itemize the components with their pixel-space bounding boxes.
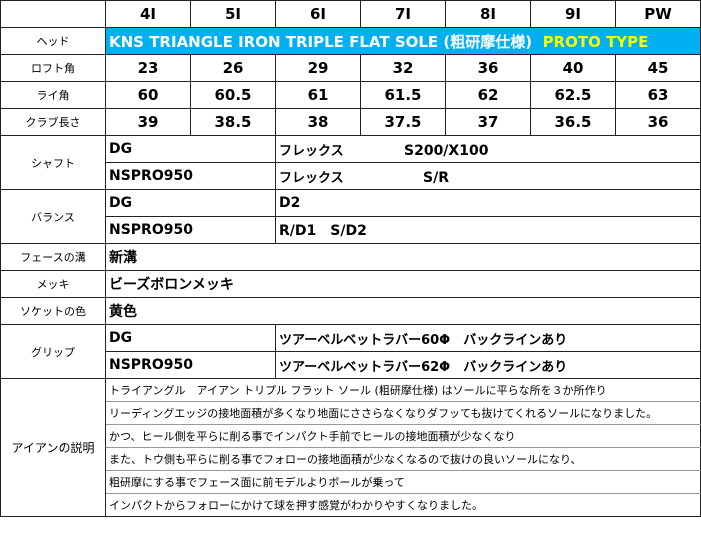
lie-value: 60.5	[190, 81, 276, 109]
head-row: ヘッド KNS TRIANGLE IRON TRIPLE FLAT SOLE (…	[0, 27, 701, 55]
balance-name: NSPRO950	[105, 216, 276, 244]
lie-value: 61.5	[360, 81, 446, 109]
balance-row-nspro: NSPRO950 R/D1 S/D2	[1, 216, 701, 244]
lie-row: ライ角 60 60.5 61 61.5 62 62.5 63	[0, 81, 701, 109]
lie-value: 62.5	[530, 81, 616, 109]
corner-cell	[0, 0, 106, 28]
shaft-flex: フレックス S200/X100	[275, 135, 701, 163]
length-label: クラブ長さ	[0, 108, 106, 136]
plating-label: メッキ	[0, 270, 106, 298]
length-value: 38.5	[190, 108, 276, 136]
col-8i: 8I	[445, 0, 531, 28]
description-row: かつ、ヒール側を平らに削る事でインパクト手前でヒールの接地面積が少なくなり	[1, 424, 701, 448]
length-value: 39	[105, 108, 191, 136]
proto-type: PROTO TYPE	[542, 32, 649, 51]
col-7i: 7I	[360, 0, 446, 28]
loft-label: ロフト角	[0, 54, 106, 82]
socket-row: ソケットの色 黄色	[0, 297, 701, 325]
description-label: アイアンの説明	[0, 378, 106, 517]
length-value: 36	[615, 108, 701, 136]
col-9i: 9I	[530, 0, 616, 28]
head-value: KNS TRIANGLE IRON TRIPLE FLAT SOLE (粗研摩仕…	[105, 27, 701, 55]
loft-value: 23	[105, 54, 191, 82]
flex-label: フレックス	[279, 170, 344, 186]
shaft-name: DG	[105, 135, 276, 163]
groove-row: フェースの溝 新溝	[0, 243, 701, 271]
description-row: リーディングエッジの接地面積が多くなり地面にささらなくなりダフッても抜けてくれる…	[1, 401, 701, 425]
col-5i: 5I	[190, 0, 276, 28]
plating-row: メッキ ビーズボロンメッキ	[0, 270, 701, 298]
lie-value: 63	[615, 81, 701, 109]
length-value: 36.5	[530, 108, 616, 136]
lie-value: 62	[445, 81, 531, 109]
flex-value: S/R	[423, 169, 449, 186]
lie-label: ライ角	[0, 81, 106, 109]
flex-value: S200/X100	[404, 142, 489, 159]
col-4i: 4I	[105, 0, 191, 28]
shaft-row-dg: シャフト DG フレックス S200/X100	[0, 135, 701, 190]
spec-table: 4I 5I 6I 7I 8I 9I PW ヘッド KNS TRIANGLE IR…	[0, 0, 701, 517]
head-model: KNS TRIANGLE IRON TRIPLE FLAT SOLE (粗研摩仕…	[109, 32, 533, 51]
description-row: また、トウ側も平らに削る事でフォローの接地面積が少なくなるので抜けの良いソールに…	[1, 447, 701, 471]
balance-row-dg: バランス DG D2	[0, 189, 701, 244]
shaft-row-nspro: NSPRO950 フレックス S/R	[1, 162, 701, 190]
grip-name: DG	[105, 324, 276, 352]
description-row: アイアンの説明 トライアングル アイアン トリプル フラット ソール (粗研摩仕…	[0, 378, 701, 517]
description-row: インパクトからフォローにかけて球を押す感覚がわかりやすくなりました。	[1, 493, 701, 517]
description-line: トライアングル アイアン トリプル フラット ソール (粗研摩仕様) はソールに…	[105, 378, 701, 402]
col-6i: 6I	[275, 0, 361, 28]
balance-name: DG	[105, 189, 276, 217]
loft-value: 32	[360, 54, 446, 82]
balance-value: R/D1 S/D2	[275, 216, 701, 244]
shaft-flex: フレックス S/R	[275, 162, 701, 190]
head-label: ヘッド	[0, 27, 106, 55]
length-value: 37.5	[360, 108, 446, 136]
lie-value: 60	[105, 81, 191, 109]
length-row: クラブ長さ 39 38.5 38 37.5 37 36.5 36	[0, 108, 701, 136]
grip-name: NSPRO950	[105, 351, 276, 379]
loft-row: ロフト角 23 26 29 32 36 40 45	[0, 54, 701, 82]
loft-value: 29	[275, 54, 361, 82]
description-line: かつ、ヒール側を平らに削る事でインパクト手前でヒールの接地面積が少なくなり	[105, 424, 701, 448]
description-line: インパクトからフォローにかけて球を押す感覚がわかりやすくなりました。	[105, 493, 701, 517]
description-row: 粗研摩にする事でフェース面に前モデルよりボールが乗って	[1, 470, 701, 494]
header-row: 4I 5I 6I 7I 8I 9I PW	[0, 0, 701, 28]
description-line: また、トウ側も平らに削る事でフォローの接地面積が少なくなるので抜けの良いソールに…	[105, 447, 701, 471]
grip-value: ツアーベルベットラバー62Φ バックラインあり	[275, 351, 701, 379]
groove-label: フェースの溝	[0, 243, 106, 271]
loft-value: 26	[190, 54, 276, 82]
shaft-name: NSPRO950	[105, 162, 276, 190]
length-value: 37	[445, 108, 531, 136]
flex-label: フレックス	[279, 143, 344, 159]
grip-label: グリップ	[0, 324, 106, 379]
length-value: 38	[275, 108, 361, 136]
plating-value: ビーズボロンメッキ	[105, 270, 701, 298]
loft-value: 40	[530, 54, 616, 82]
description-line: 粗研摩にする事でフェース面に前モデルよりボールが乗って	[105, 470, 701, 494]
shaft-label: シャフト	[0, 135, 106, 190]
balance-value: D2	[275, 189, 701, 217]
grip-row-nspro: NSPRO950 ツアーベルベットラバー62Φ バックラインあり	[1, 351, 701, 379]
socket-value: 黄色	[105, 297, 701, 325]
balance-label: バランス	[0, 189, 106, 244]
grip-row-dg: グリップ DG ツアーベルベットラバー60Φ バックラインあり	[0, 324, 701, 379]
socket-label: ソケットの色	[0, 297, 106, 325]
col-pw: PW	[615, 0, 701, 28]
loft-value: 36	[445, 54, 531, 82]
loft-value: 45	[615, 54, 701, 82]
lie-value: 61	[275, 81, 361, 109]
groove-value: 新溝	[105, 243, 701, 271]
grip-value: ツアーベルベットラバー60Φ バックラインあり	[275, 324, 701, 352]
description-line: リーディングエッジの接地面積が多くなり地面にささらなくなりダフッても抜けてくれる…	[105, 401, 701, 425]
